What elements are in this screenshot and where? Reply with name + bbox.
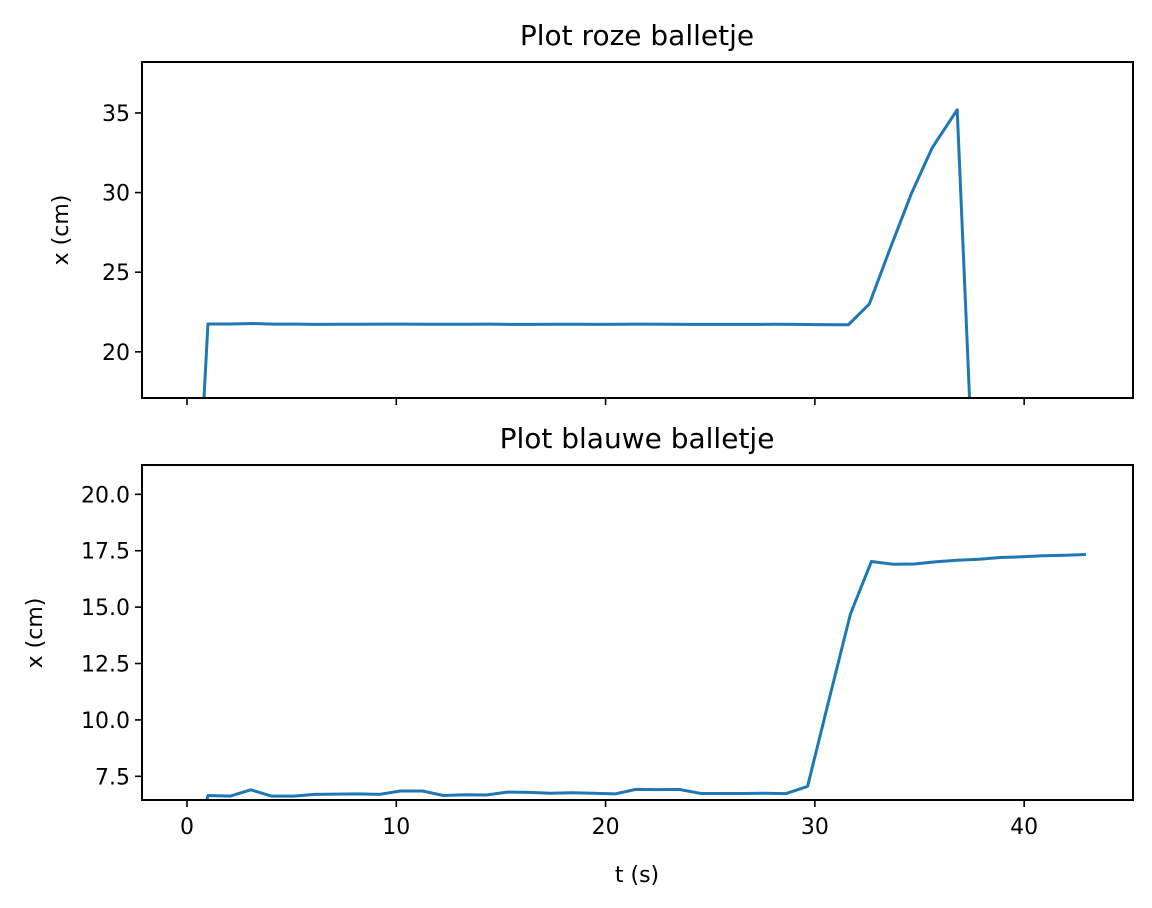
y-tick-label: 30 bbox=[102, 182, 130, 207]
chart-title: Plot blauwe balletje bbox=[500, 422, 775, 455]
y-tick-label: 17.5 bbox=[81, 540, 130, 565]
axes-frame bbox=[141, 464, 1134, 801]
x-tick-label: 0 bbox=[180, 815, 194, 840]
y-tick-label: 7.5 bbox=[95, 765, 130, 790]
plot-roze-balletje: Plot roze balletje 20 25 30 35 x (cm) bbox=[49, 19, 1134, 405]
y-tick-label: 20 bbox=[102, 341, 130, 366]
y-ticks: 20 25 30 35 bbox=[102, 102, 142, 366]
y-axis-label: x (cm) bbox=[49, 195, 74, 266]
y-axis-label: x (cm) bbox=[23, 598, 48, 669]
y-tick-label: 25 bbox=[102, 261, 130, 286]
y-ticks: 7.5 10.0 12.5 15.0 17.5 20.0 bbox=[81, 483, 142, 790]
y-tick-label: 35 bbox=[102, 102, 130, 127]
x-tick-label: 20 bbox=[592, 815, 620, 840]
y-tick-label: 10.0 bbox=[81, 709, 130, 734]
y-tick-label: 12.5 bbox=[81, 653, 130, 678]
x-axis-label: t (s) bbox=[615, 863, 659, 888]
plot-area bbox=[202, 108, 972, 398]
x-ticks: 0 10 20 30 40 bbox=[180, 800, 1038, 840]
y-tick-label: 15.0 bbox=[81, 596, 130, 621]
series-line bbox=[202, 108, 972, 398]
plot-area bbox=[205, 553, 1086, 800]
axes-frame bbox=[141, 61, 1134, 399]
x-tick-label: 30 bbox=[801, 815, 829, 840]
y-tick-label: 20.0 bbox=[81, 483, 130, 508]
plot-blauwe-balletje: Plot blauwe balletje 7.5 10.0 12.5 15.0 17.5… bbox=[23, 422, 1134, 888]
x-tick-label: 40 bbox=[1010, 815, 1038, 840]
series-line bbox=[205, 553, 1086, 800]
x-tick-label: 10 bbox=[382, 815, 410, 840]
chart-title: Plot roze balletje bbox=[520, 19, 754, 52]
x-ticks bbox=[186, 398, 1025, 405]
